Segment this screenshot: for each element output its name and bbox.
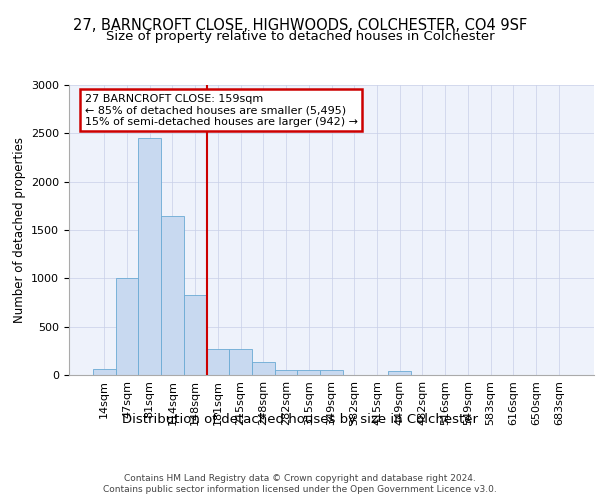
Text: Distribution of detached houses by size in Colchester: Distribution of detached houses by size … <box>122 412 478 426</box>
Text: Contains public sector information licensed under the Open Government Licence v3: Contains public sector information licen… <box>103 485 497 494</box>
Y-axis label: Number of detached properties: Number of detached properties <box>13 137 26 323</box>
Bar <box>252 362 275 375</box>
Bar <box>275 370 298 375</box>
Bar <box>116 278 139 375</box>
Text: 27, BARNCROFT CLOSE, HIGHWOODS, COLCHESTER, CO4 9SF: 27, BARNCROFT CLOSE, HIGHWOODS, COLCHEST… <box>73 18 527 32</box>
Bar <box>93 369 116 375</box>
Text: 27 BARNCROFT CLOSE: 159sqm
← 85% of detached houses are smaller (5,495)
15% of s: 27 BARNCROFT CLOSE: 159sqm ← 85% of deta… <box>85 94 358 127</box>
Text: Contains HM Land Registry data © Crown copyright and database right 2024.: Contains HM Land Registry data © Crown c… <box>124 474 476 483</box>
Bar <box>206 349 229 375</box>
Bar <box>161 216 184 375</box>
Bar <box>298 370 320 375</box>
Bar <box>229 349 252 375</box>
Bar <box>139 138 161 375</box>
Bar <box>388 371 411 375</box>
Text: Size of property relative to detached houses in Colchester: Size of property relative to detached ho… <box>106 30 494 43</box>
Bar <box>320 370 343 375</box>
Bar <box>184 295 206 375</box>
